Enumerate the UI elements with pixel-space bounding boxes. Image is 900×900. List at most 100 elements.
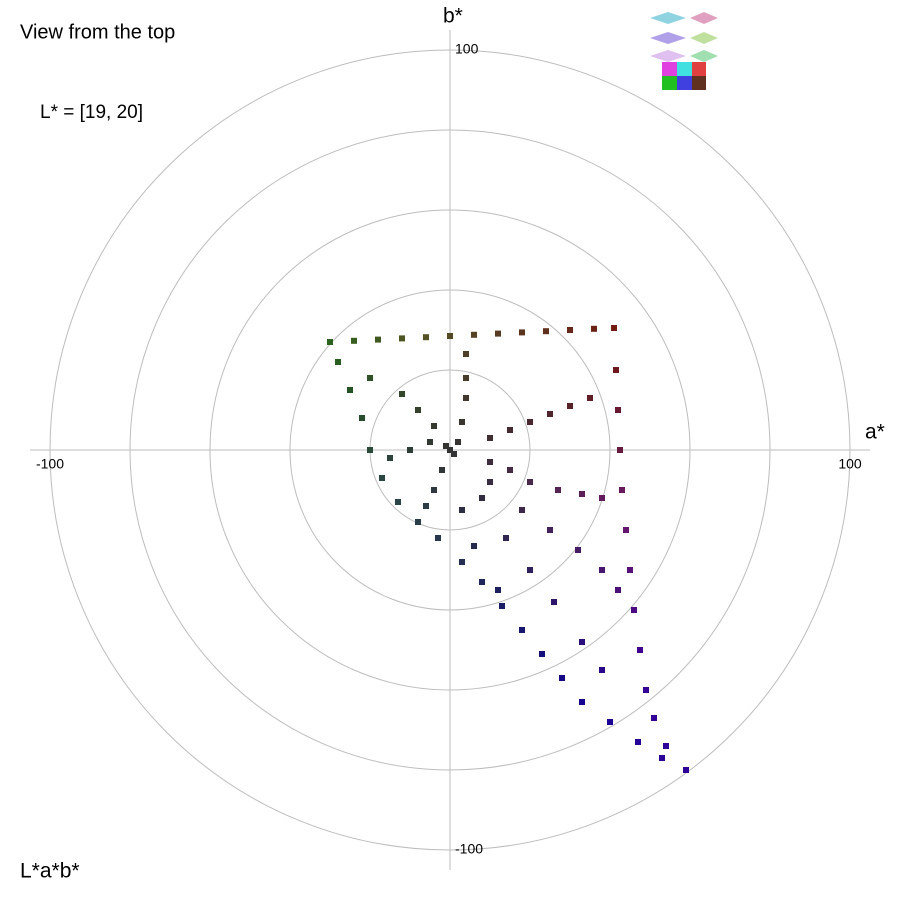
point [459, 507, 465, 513]
point [359, 415, 365, 421]
point [615, 407, 621, 413]
point [407, 447, 413, 453]
point [487, 435, 493, 441]
point [423, 334, 429, 341]
point [559, 675, 565, 681]
point [555, 487, 561, 493]
point [399, 391, 405, 397]
point [599, 667, 605, 673]
point [507, 427, 513, 433]
point [347, 387, 353, 393]
point [451, 451, 457, 457]
point [487, 479, 493, 485]
y-tick-label: -100 [455, 841, 483, 857]
point [459, 419, 465, 425]
point [635, 739, 641, 745]
point [367, 447, 373, 453]
point [579, 639, 585, 645]
point [427, 439, 433, 445]
point [683, 767, 689, 773]
point [463, 375, 469, 381]
chart-title: View from the top [20, 21, 175, 43]
point [547, 411, 553, 417]
x-axis-label: a* [865, 421, 885, 444]
point [351, 337, 357, 344]
point [471, 543, 477, 549]
point [543, 328, 549, 335]
point [487, 459, 493, 465]
point [479, 579, 485, 585]
point [471, 331, 477, 338]
point [463, 351, 469, 357]
point [519, 507, 525, 513]
point [423, 503, 429, 509]
point [519, 329, 525, 336]
point [367, 375, 373, 381]
view-icon [650, 12, 718, 90]
point [527, 419, 533, 425]
point [399, 335, 405, 342]
point [617, 447, 623, 453]
grid-ring [289, 289, 611, 611]
point [567, 403, 573, 409]
point [587, 395, 593, 401]
point [547, 527, 553, 533]
grid-ring [49, 49, 851, 851]
footer: L*a*b* [20, 860, 80, 883]
point [375, 336, 381, 343]
point [613, 367, 619, 373]
point [599, 567, 605, 573]
point [447, 333, 453, 339]
grid-ring [129, 129, 771, 771]
grid-ring [209, 209, 691, 691]
point [607, 719, 613, 725]
point [447, 447, 453, 453]
point [551, 599, 557, 605]
point [591, 325, 597, 332]
point [631, 607, 637, 613]
point [387, 455, 393, 461]
point [579, 491, 585, 497]
point [459, 559, 465, 565]
y-axis-label: b* [443, 5, 463, 28]
point [637, 647, 643, 653]
point [663, 743, 669, 749]
point [443, 443, 449, 449]
point [463, 395, 469, 401]
point [335, 359, 341, 365]
point [395, 499, 401, 505]
point [527, 567, 533, 573]
point [455, 439, 461, 445]
point [479, 495, 485, 501]
point [527, 479, 533, 485]
point [651, 715, 657, 721]
point [439, 467, 445, 473]
point [575, 547, 581, 553]
point [599, 495, 605, 501]
point [499, 603, 505, 609]
point [619, 487, 625, 493]
point [539, 651, 545, 657]
point [615, 587, 621, 593]
point [567, 327, 573, 333]
point [431, 423, 437, 429]
point [623, 527, 629, 533]
point [415, 519, 421, 525]
point [659, 755, 665, 761]
point [415, 407, 421, 413]
point [379, 475, 385, 481]
point [579, 699, 585, 705]
point [503, 535, 509, 541]
point [435, 535, 441, 541]
point [327, 339, 333, 345]
point [495, 330, 501, 337]
point [627, 567, 633, 573]
point [495, 587, 501, 593]
point [431, 487, 437, 493]
subtitle: L* = [19, 20] [40, 102, 143, 123]
point [643, 687, 649, 693]
point [519, 627, 525, 633]
x-tick-label: -100 [36, 456, 64, 472]
